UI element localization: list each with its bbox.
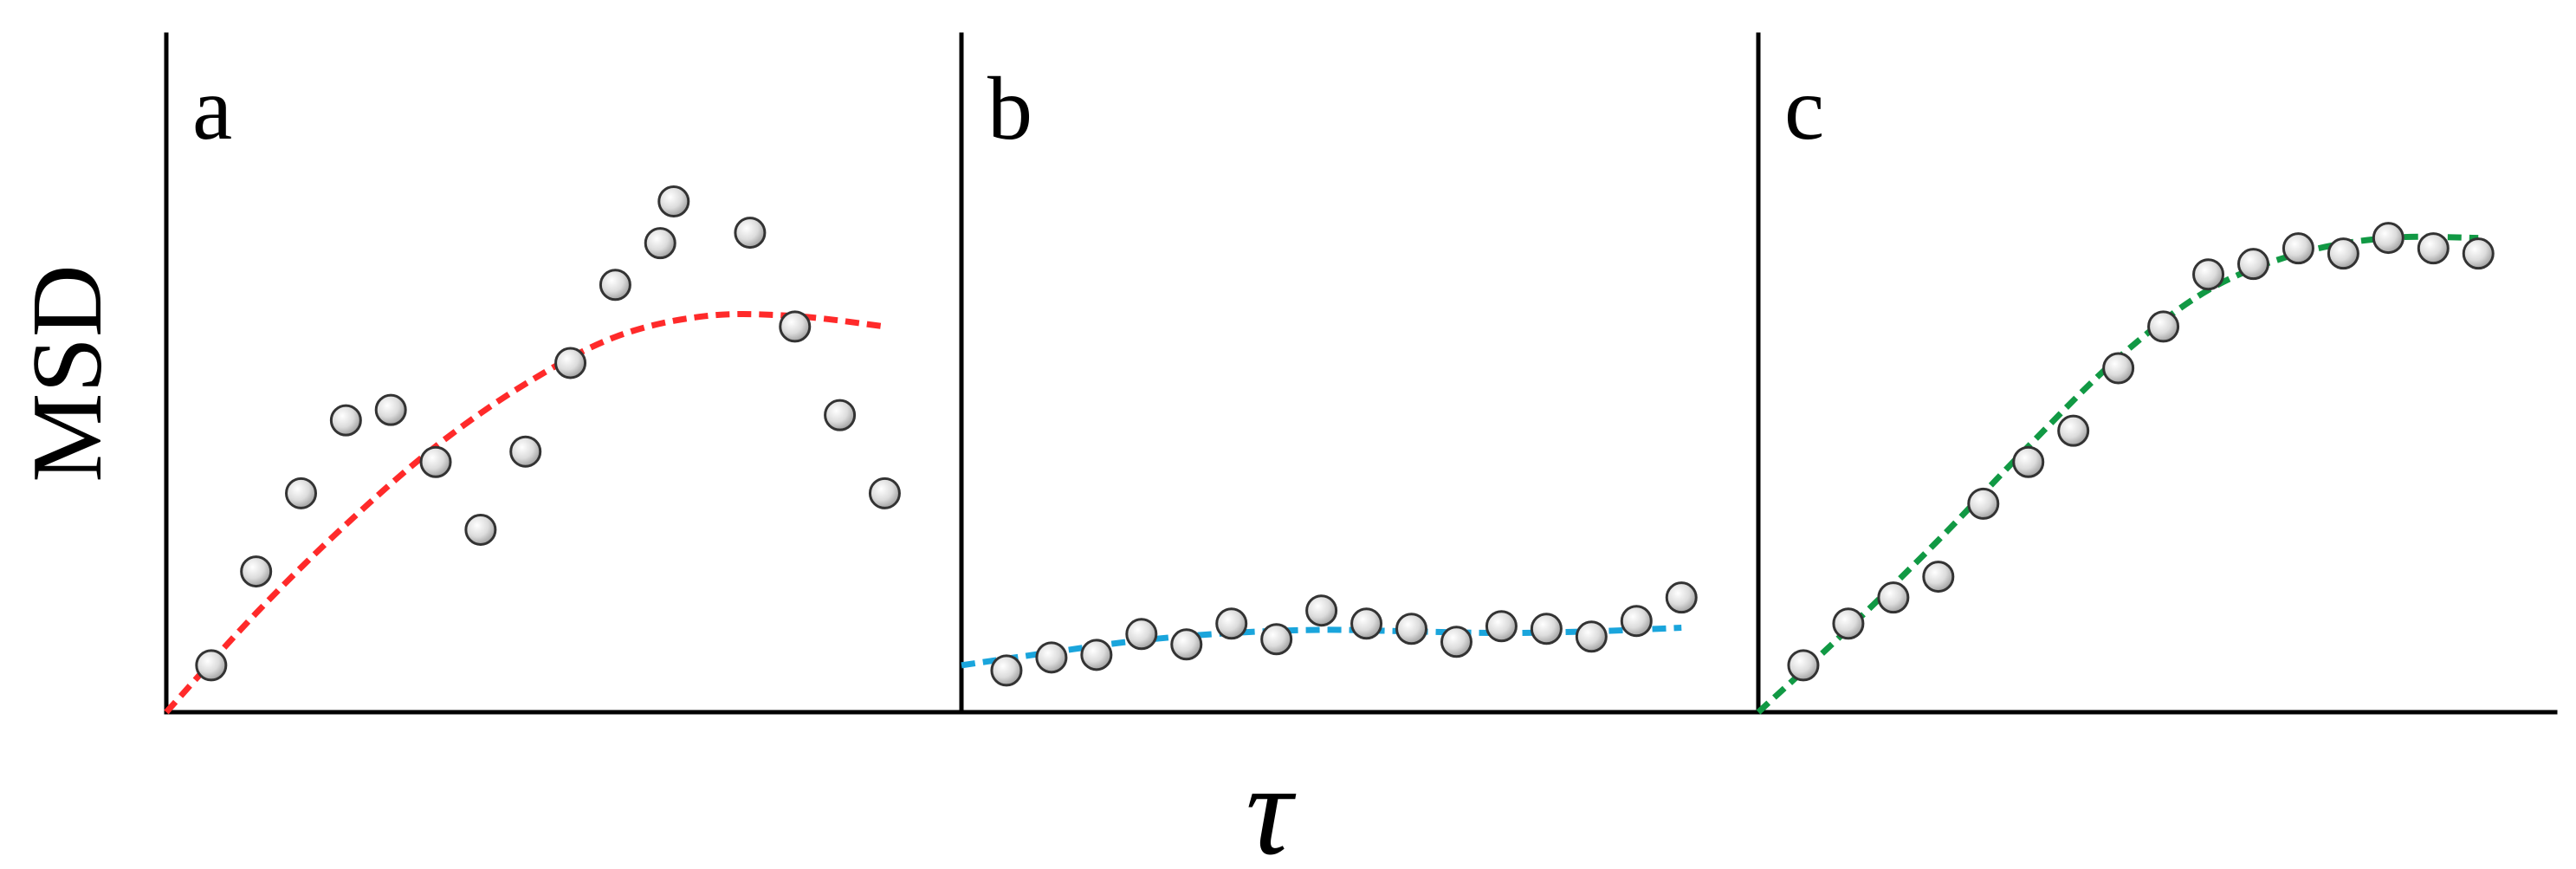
panel-b-data-point-13 [1530, 613, 1563, 645]
panel-b-data-point-5 [1170, 628, 1203, 661]
panel-c [1756, 222, 2495, 715]
panel-c-data-point-5 [1967, 487, 2000, 520]
panel-b-data-point-3 [1080, 639, 1113, 671]
panel-b-data-point-6 [1215, 607, 1248, 640]
x-axis-title: τ [1246, 738, 1297, 869]
panel-c-data-point-14 [2372, 222, 2404, 255]
panel-b-data-point-12 [1485, 610, 1518, 643]
panel-a-data-point-12 [657, 185, 690, 217]
panel-a-data-point-7 [464, 513, 497, 546]
panel-c-data-point-10 [2192, 258, 2225, 291]
panel-c-data-point-12 [2282, 232, 2314, 265]
panel-a-data-point-13 [734, 217, 767, 250]
panel-a-data-point-2 [240, 555, 273, 588]
panel-c-data-point-16 [2462, 237, 2495, 270]
panel-c-data-point-3 [1877, 581, 1910, 614]
panel-a-data-point-1 [195, 649, 228, 682]
panel-b-fit-curve [961, 625, 1682, 669]
panel-b-data-point-9 [1350, 607, 1383, 640]
panel-c-fit-curve [1756, 233, 2479, 715]
panel-c-data-point-2 [1832, 607, 1865, 640]
panel-b [961, 581, 1698, 687]
panel-b-data-point-1 [990, 654, 1023, 687]
panel-c-data-point-7 [2057, 414, 2090, 447]
panel-b-data-point-8 [1305, 594, 1338, 627]
panel-c-data-point-9 [2147, 310, 2180, 343]
panel-b-data-point-11 [1440, 626, 1472, 658]
panel-a-data-point-9 [554, 347, 587, 379]
panel-a-data-point-8 [509, 435, 542, 468]
panel-b-data-point-7 [1260, 623, 1293, 656]
panel-a-data-point-14 [779, 310, 812, 343]
panel-c-data-point-8 [2102, 352, 2135, 385]
panel-a-data-point-4 [329, 404, 362, 437]
panel-a-data-point-16 [868, 477, 901, 509]
panel-c-data-point-4 [1922, 561, 1955, 593]
panel-a-data-point-5 [374, 393, 407, 426]
panel-b-label: b [987, 59, 1032, 159]
panel-c-data-point-6 [2012, 445, 2045, 478]
panel-a-data-point-6 [419, 445, 452, 478]
panel-a-data-point-3 [285, 477, 318, 509]
panel-a-data-point-10 [599, 269, 631, 302]
panel-b-data-point-16 [1665, 581, 1698, 614]
panel-c-label: c [1784, 59, 1824, 159]
panel-c-data-point-11 [2236, 248, 2269, 281]
panel-b-data-point-10 [1395, 613, 1428, 645]
panel-c-data-point-13 [2327, 237, 2359, 270]
panel-b-data-point-2 [1035, 641, 1068, 674]
y-axis-title: MSD [12, 264, 123, 482]
panel-a-label: a [192, 59, 232, 159]
panel-a-fit-curve [164, 311, 885, 715]
panel-a-data-point-11 [644, 227, 676, 260]
panel-b-data-point-15 [1620, 605, 1653, 638]
panel-b-data-point-14 [1575, 620, 1608, 653]
panel-c-data-point-15 [2417, 232, 2450, 265]
panel-a-data-point-15 [824, 399, 857, 431]
panel-a [164, 185, 901, 715]
panel-b-data-point-4 [1125, 618, 1158, 651]
panel-c-data-point-1 [1787, 649, 1820, 682]
